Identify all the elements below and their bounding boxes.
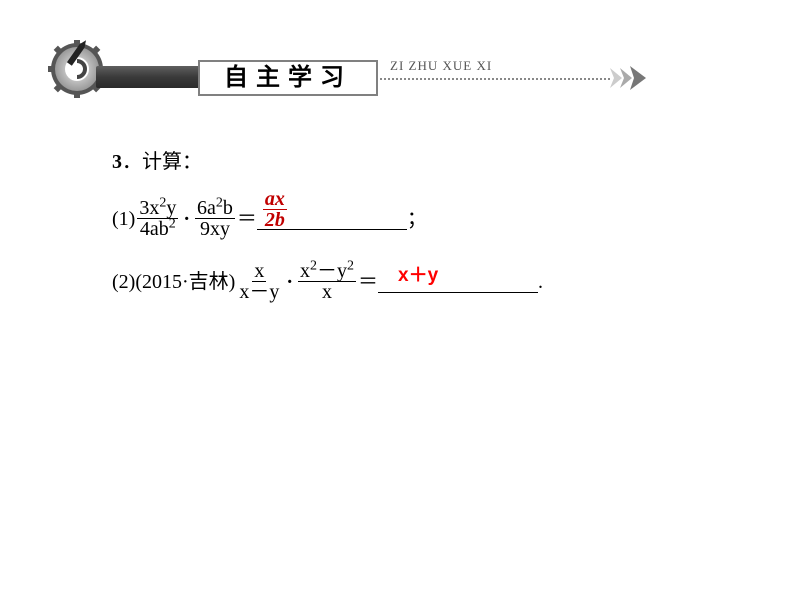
suffix-2: . <box>538 268 543 296</box>
fraction-2a: x x－y <box>237 261 281 302</box>
answer-blank-1: ax 2b <box>257 208 407 230</box>
fraction-2b: x2－y2 x <box>298 261 356 302</box>
title-text: 自主学习 <box>224 64 352 91</box>
fraction-1b: 6a2b 9xy <box>195 198 235 239</box>
title-box: 自主学习 <box>198 60 378 96</box>
prefix-1: (1) <box>112 205 135 233</box>
answer-2: x＋y <box>398 265 438 286</box>
question-heading: 3．计算： <box>112 148 712 176</box>
subtitle-pinyin: ZI ZHU XUE XI <box>390 58 492 74</box>
mult-op: · <box>183 205 190 233</box>
content-area: 3．计算： (1) 3x2y 4ab2 · 6a2b 9xy ＝ ax 2b ；… <box>112 148 712 324</box>
answer-1: ax 2b <box>263 189 287 230</box>
prefix-2: (2)(2015·吉林) <box>112 268 235 296</box>
answer-blank-2: x＋y <box>378 271 538 293</box>
arrows-icon <box>610 66 660 90</box>
header-bar <box>96 66 201 88</box>
q-label: ．计算： <box>122 151 202 173</box>
equals-2: ＝ <box>358 268 378 296</box>
mult-op-2: · <box>286 268 293 296</box>
section-header: 自主学习 ZI ZHU XUE XI <box>48 48 748 108</box>
dotted-line <box>380 78 610 80</box>
q-number: 3 <box>112 151 122 173</box>
suffix-1: ； <box>407 205 427 233</box>
expression-2: (2)(2015·吉林) x x－y · x2－y2 x ＝ x＋y . <box>112 261 712 302</box>
expression-1: (1) 3x2y 4ab2 · 6a2b 9xy ＝ ax 2b ； <box>112 198 712 239</box>
fraction-1a: 3x2y 4ab2 <box>137 198 178 239</box>
equals-1: ＝ <box>237 205 257 233</box>
